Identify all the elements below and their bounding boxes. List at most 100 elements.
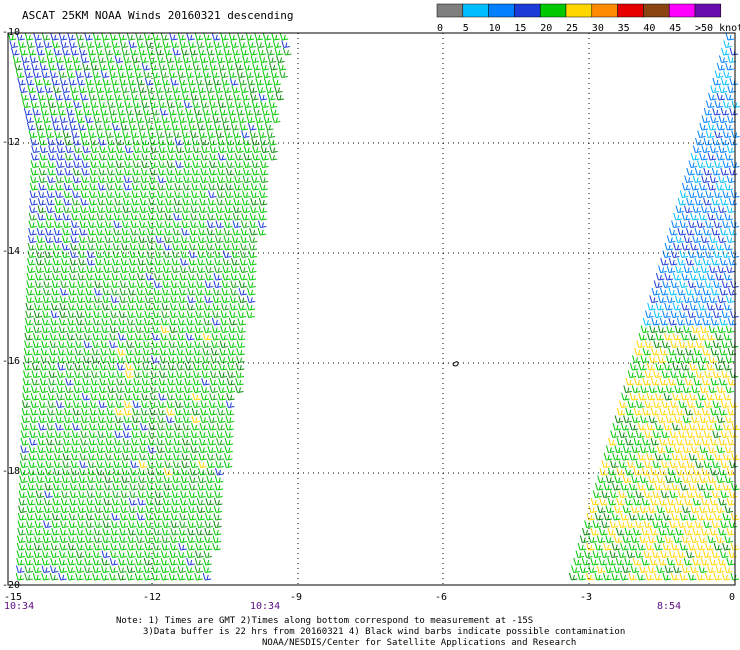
wind-barb — [240, 242, 249, 251]
wind-barb — [718, 437, 728, 446]
wind-barb — [731, 100, 740, 108]
wind-barb — [157, 137, 167, 146]
wind-barb — [114, 182, 124, 191]
wind-barb — [257, 227, 267, 236]
wind-barb — [651, 287, 661, 296]
wind-barb — [38, 415, 47, 423]
wind-barb — [129, 482, 139, 491]
wind-barb — [171, 122, 181, 131]
wind-barb — [90, 62, 100, 71]
wind-barb — [108, 362, 117, 371]
wind-barb — [199, 430, 208, 438]
wind-barb — [187, 535, 196, 543]
wind-barb — [228, 317, 238, 326]
wind-barb — [603, 482, 613, 491]
wind-barb — [199, 197, 208, 206]
wind-barb — [93, 302, 103, 311]
wind-barb — [642, 317, 652, 326]
wind-barb — [113, 220, 123, 228]
wind-barb — [702, 550, 712, 558]
wind-barb — [69, 250, 79, 258]
wind-barb — [82, 145, 91, 153]
wind-barb — [48, 370, 58, 378]
wind-barb — [672, 362, 681, 371]
wind-barb — [281, 40, 290, 48]
wind-barb — [135, 550, 145, 558]
wind-barb — [230, 280, 239, 288]
wind-barb — [163, 242, 173, 251]
wind-barb — [181, 452, 191, 461]
wind-barb — [632, 557, 642, 566]
wind-barb — [185, 340, 195, 348]
wind-barb — [243, 100, 252, 108]
wind-barb — [615, 557, 625, 566]
wind-barb — [85, 295, 94, 303]
wind-barb — [239, 250, 249, 258]
wind-barb — [48, 362, 58, 371]
wind-barb — [194, 325, 204, 333]
wind-barb — [684, 527, 693, 536]
wind-barb — [122, 197, 132, 206]
wind-barb — [147, 130, 157, 138]
wind-barb — [652, 400, 662, 408]
wind-barb — [95, 235, 105, 243]
wind-barb — [639, 505, 649, 513]
wind-barb — [206, 47, 216, 56]
wind-barb — [577, 572, 587, 581]
wind-barb — [695, 340, 705, 348]
wind-barb — [718, 55, 728, 63]
wind-barb — [140, 137, 150, 146]
wind-barb — [135, 317, 145, 326]
wind-barb — [231, 257, 240, 266]
wind-barb — [109, 565, 119, 573]
wind-barb — [633, 527, 642, 536]
wind-barb — [179, 505, 189, 513]
wind-barb — [103, 490, 113, 498]
wind-barb — [245, 70, 254, 78]
wind-barb — [197, 242, 207, 251]
wind-barb — [617, 550, 627, 558]
wind-barb — [650, 467, 659, 476]
wind-barb — [682, 445, 691, 453]
legend-label: 15 — [514, 23, 526, 34]
wind-barb — [729, 370, 739, 378]
wind-barb — [69, 482, 79, 491]
wind-barb — [279, 32, 289, 41]
wind-barb — [89, 175, 99, 183]
wind-barb — [227, 370, 236, 378]
wind-barb — [251, 100, 261, 108]
wind-barb — [151, 332, 161, 341]
wind-barb — [692, 205, 702, 213]
wind-barb — [158, 152, 167, 161]
wind-barb — [718, 377, 728, 386]
wind-barb — [717, 265, 727, 273]
wind-barb — [30, 400, 40, 408]
wind-barb — [35, 272, 44, 281]
wind-barb — [675, 205, 685, 213]
wind-barb — [114, 92, 123, 101]
wind-barb — [716, 505, 725, 513]
wind-barb — [59, 310, 68, 318]
wind-barb — [724, 505, 734, 513]
wind-barb — [265, 47, 275, 56]
wind-barb — [713, 280, 722, 288]
wind-barb — [179, 40, 188, 48]
wind-barb — [681, 212, 691, 221]
wind-barb — [126, 565, 136, 573]
wind-barb — [723, 40, 732, 48]
wind-barb — [42, 550, 51, 558]
wind-barb — [189, 47, 199, 56]
wind-barb — [206, 467, 216, 476]
wind-barb — [653, 280, 663, 288]
wind-barb — [669, 490, 678, 498]
wind-barb — [96, 227, 105, 236]
wind-barb — [698, 302, 707, 311]
wind-barb — [91, 355, 101, 363]
wind-barb — [109, 32, 119, 41]
wind-barb — [157, 407, 167, 416]
wind-barb — [122, 437, 132, 446]
wind-barb — [120, 265, 129, 273]
wind-barb — [99, 377, 108, 386]
wind-barb — [86, 85, 96, 93]
wind-barb — [23, 107, 33, 116]
